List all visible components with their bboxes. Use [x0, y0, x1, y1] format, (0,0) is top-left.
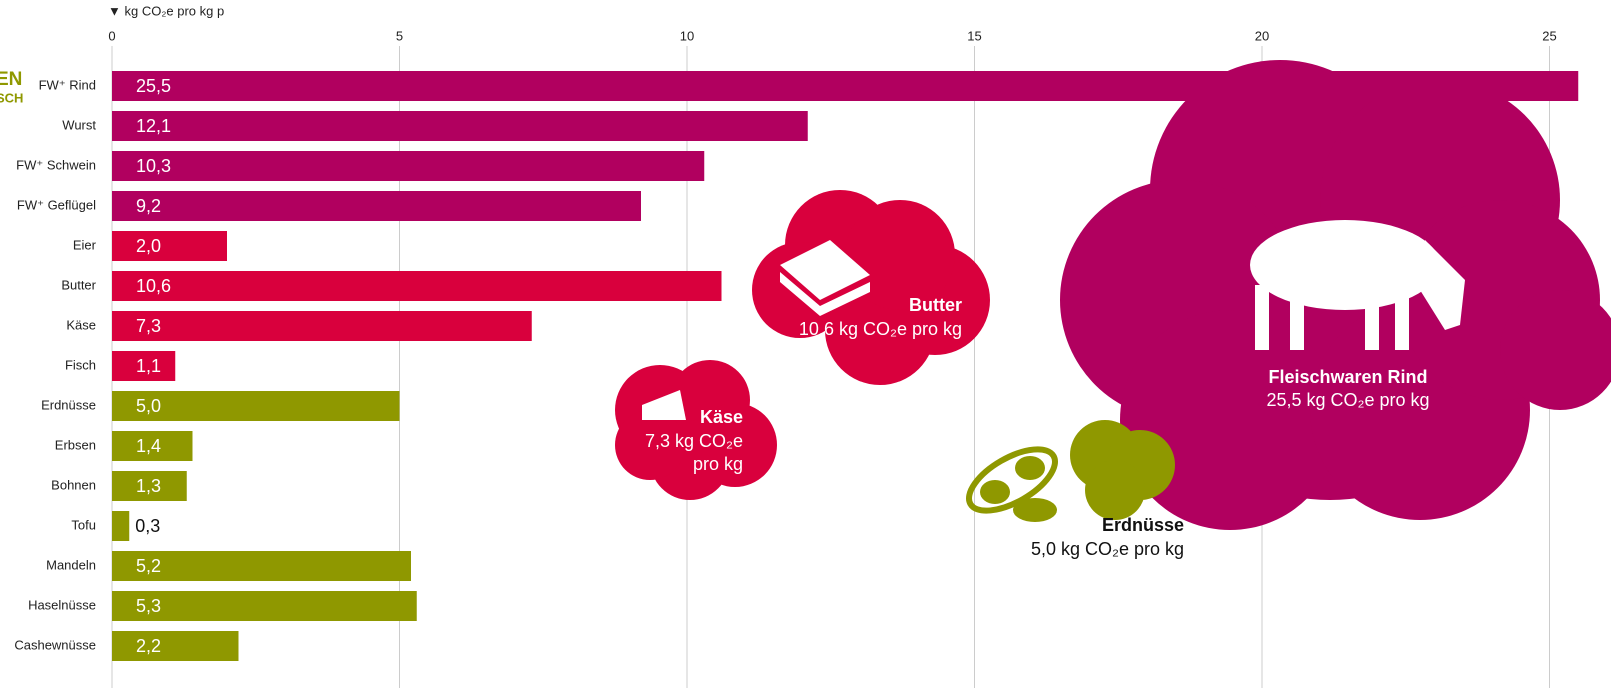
category-label: Cashewnüsse — [14, 637, 96, 652]
chart: Fleischwaren Rind 25,5 kg CO₂e pro kg Bu… — [0, 0, 1611, 688]
bar — [112, 631, 239, 661]
category-label: Butter — [61, 277, 96, 292]
axis-label: ▼ kg CO₂e pro kg p — [108, 3, 224, 18]
x-tick-label: 0 — [108, 28, 115, 43]
annotation-text: 10,6 kg CO₂e pro kg — [799, 319, 962, 339]
value-label: 9,2 — [136, 196, 161, 216]
annotation-title: Käse — [700, 407, 743, 427]
category-label: Wurst — [62, 117, 96, 132]
annotation-text: 7,3 kg CO₂e — [645, 431, 743, 451]
bar — [112, 511, 129, 541]
annotation-text: 5,0 kg CO₂e pro kg — [1031, 539, 1184, 559]
bar — [112, 271, 722, 301]
bar — [112, 111, 808, 141]
annotation-title: Fleischwaren Rind — [1268, 367, 1427, 387]
value-label: 1,1 — [136, 356, 161, 376]
value-label: 25,5 — [136, 76, 171, 96]
value-label: 2,0 — [136, 236, 161, 256]
bar — [112, 191, 641, 221]
logo-text: SCH — [0, 90, 23, 105]
category-label: Eier — [73, 237, 97, 252]
bar — [112, 231, 227, 261]
category-label: FW⁺ Rind — [39, 77, 96, 92]
value-label: 12,1 — [136, 116, 171, 136]
x-tick-label: 10 — [680, 28, 694, 43]
value-label: 5,2 — [136, 556, 161, 576]
category-label: Fisch — [65, 357, 96, 372]
annotation-title: Butter — [909, 295, 962, 315]
x-tick-label: 20 — [1255, 28, 1269, 43]
value-label: 10,3 — [136, 156, 171, 176]
logo-text: EN — [0, 69, 22, 90]
category-label: Käse — [66, 317, 96, 332]
bar — [112, 151, 704, 181]
value-label: 5,3 — [136, 596, 161, 616]
x-tick-label: 15 — [967, 28, 981, 43]
value-label: 5,0 — [136, 396, 161, 416]
category-label: FW⁺ Geflügel — [17, 197, 96, 212]
value-label: 10,6 — [136, 276, 171, 296]
category-label: Mandeln — [46, 557, 96, 572]
value-label: 2,2 — [136, 636, 161, 656]
peanut-icon — [959, 437, 1064, 523]
category-label: Erdnüsse — [41, 397, 96, 412]
category-label: Haselnüsse — [28, 597, 96, 612]
x-tick-label: 25 — [1542, 28, 1556, 43]
category-label: FW⁺ Schwein — [16, 157, 96, 172]
value-label: 7,3 — [136, 316, 161, 336]
category-label: Erbsen — [55, 437, 96, 452]
category-label: Tofu — [71, 517, 96, 532]
annotation-text: 25,5 kg CO₂e pro kg — [1266, 390, 1429, 410]
annotation-text: pro kg — [693, 454, 743, 474]
value-label: 0,3 — [135, 516, 160, 536]
bar — [112, 311, 532, 341]
annotation-title: Erdnüsse — [1102, 515, 1184, 535]
x-tick-label: 5 — [396, 28, 403, 43]
value-label: 1,3 — [136, 476, 161, 496]
bar — [112, 71, 1578, 101]
page: Fleischwaren Rind 25,5 kg CO₂e pro kg Bu… — [0, 0, 1611, 688]
value-label: 1,4 — [136, 436, 161, 456]
category-label: Bohnen — [51, 477, 96, 492]
